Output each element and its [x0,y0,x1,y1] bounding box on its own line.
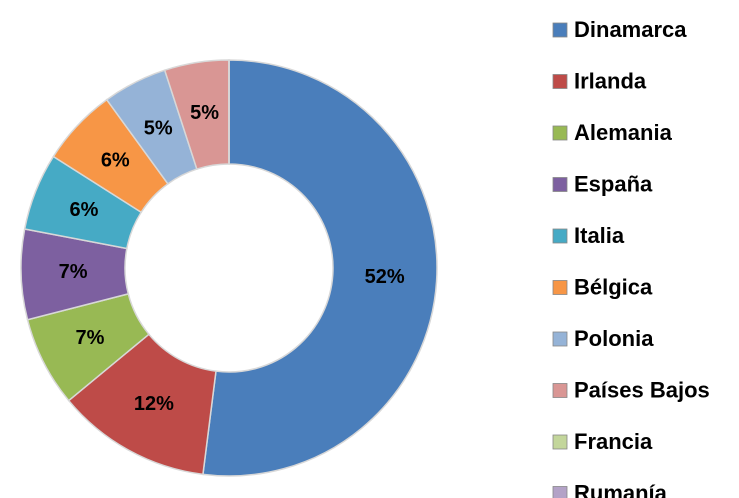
data-label: 12% [134,393,174,415]
legend-label: Francia [574,429,653,454]
data-label: 7% [59,261,88,283]
data-label: 52% [365,266,405,288]
legend-label: Italia [574,223,625,248]
legend-label: Bélgica [574,274,653,299]
data-label: 7% [76,327,105,349]
data-label: 6% [70,199,99,221]
legend-label: Dinamarca [574,17,687,42]
legend-swatch [552,22,568,38]
legend-swatch [552,486,568,498]
data-label: 5% [190,102,219,124]
legend-swatch [552,331,568,347]
legend-label: España [574,171,653,196]
legend-label: Irlanda [574,68,647,93]
data-label: 6% [101,149,130,171]
slice [202,59,438,477]
legend-swatch [552,434,568,450]
legend-label: Alemania [574,120,673,145]
legend-swatch [552,74,568,89]
legend-swatch [552,383,568,398]
legend-swatch [552,280,568,295]
legend-swatch [552,228,568,244]
legend-label: Países Bajos [574,377,710,402]
legend-swatch [552,177,568,192]
legend-swatch [552,125,568,141]
legend-label: Rumanía [574,480,668,498]
legend-label: Polonia [574,326,654,351]
data-label: 5% [144,117,173,139]
